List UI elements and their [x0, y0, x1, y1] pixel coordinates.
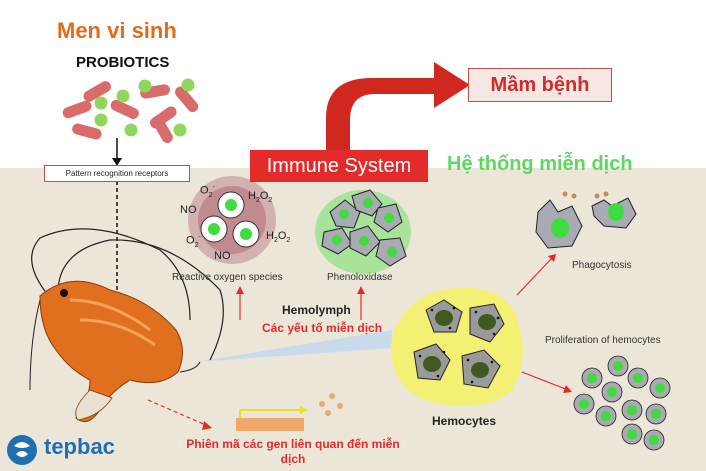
chem-h2o2-1: H2O2	[248, 190, 273, 205]
chem-h2o2-2: H2O2	[266, 230, 291, 245]
shrimp	[29, 228, 224, 423]
humoral-factors-label: Các yếu tố miễn dịch	[262, 321, 383, 335]
hemocytes-label: Hemocytes	[432, 414, 497, 428]
pathogen-label: Mầm bệnh	[468, 68, 612, 102]
probiotic-bacteria	[62, 78, 199, 143]
phenoloxidase-cluster	[315, 189, 411, 274]
chem-no-1: NO	[180, 204, 197, 216]
phagocytosis-label: Phagocytosis	[572, 260, 632, 271]
chem-o2-radical-2: O2-	[186, 234, 201, 249]
hemolymph-label: Hemolymph	[282, 303, 351, 317]
immune-system-label: Immune System	[250, 150, 428, 182]
probiotics-title: PROBIOTICS	[76, 54, 170, 71]
pathogen-arrow	[326, 62, 470, 150]
logo-text[interactable]: tepbac	[44, 434, 115, 459]
gene-box	[236, 418, 304, 431]
chem-no-2: NO	[214, 250, 231, 262]
tepbac-logo-icon	[7, 435, 37, 465]
ros-cluster	[188, 176, 276, 264]
proliferation-cells	[573, 355, 671, 451]
gene-expression-label: Phiên mã các gen liên quan đến miễn dịch	[186, 437, 400, 466]
immune-system-label-vi: Hệ thống miễn dịch	[447, 153, 633, 175]
phenoloxidase-label: Phenoloxidase	[327, 272, 393, 283]
chem-o2-radical-1: O2-	[200, 184, 215, 199]
probiotics-title-vi: Men vi sinh	[57, 18, 177, 43]
hemolymph-cone	[196, 330, 392, 362]
receptor-label: Pattern recognition receptors	[44, 165, 190, 182]
proliferation-label: Proliferation of hemocytes	[545, 335, 661, 346]
phagocytosis-cells	[535, 191, 637, 249]
ros-label: Reactive oxygen species	[172, 272, 283, 283]
hemocytes-group	[391, 287, 523, 407]
